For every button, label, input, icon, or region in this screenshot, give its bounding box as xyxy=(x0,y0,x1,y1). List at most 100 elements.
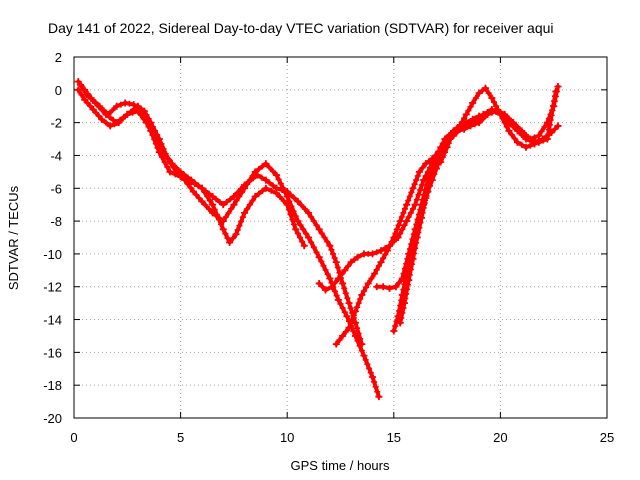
plus-marker xyxy=(106,114,113,121)
plus-marker xyxy=(546,126,553,133)
plus-marker xyxy=(437,150,444,157)
plus-marker xyxy=(333,292,340,299)
plus-marker xyxy=(140,115,147,122)
plus-marker xyxy=(164,163,171,170)
plus-marker xyxy=(396,279,403,286)
plus-marker xyxy=(368,275,375,282)
series-track-6 xyxy=(373,84,547,292)
plus-marker xyxy=(415,191,422,198)
plus-marker xyxy=(181,171,188,178)
plus-marker xyxy=(215,216,222,223)
plus-marker xyxy=(403,290,410,297)
plus-marker xyxy=(296,234,303,241)
plus-marker xyxy=(249,197,256,204)
plus-marker xyxy=(298,202,305,209)
plus-marker xyxy=(341,309,348,316)
plus-marker xyxy=(173,164,180,171)
plus-marker xyxy=(485,90,492,97)
plus-marker xyxy=(511,135,518,142)
plus-marker xyxy=(429,169,436,176)
plus-marker xyxy=(405,197,412,204)
plus-marker xyxy=(420,204,427,211)
plus-marker xyxy=(313,222,320,229)
plus-marker xyxy=(408,261,415,268)
plus-marker xyxy=(545,115,552,122)
data-point xyxy=(375,393,383,401)
plus-marker xyxy=(538,128,545,135)
plus-marker xyxy=(407,209,414,216)
plus-marker xyxy=(328,246,335,253)
plus-marker xyxy=(350,312,357,319)
plus-marker xyxy=(154,140,161,147)
plus-marker xyxy=(297,222,304,229)
plus-marker xyxy=(545,131,552,138)
plus-marker xyxy=(471,121,478,128)
plus-marker xyxy=(424,189,431,196)
plus-marker xyxy=(229,235,236,242)
series-segment xyxy=(161,150,175,166)
plus-marker xyxy=(401,222,408,229)
plus-marker xyxy=(147,127,154,134)
series-segment xyxy=(182,178,196,194)
plus-marker xyxy=(501,119,508,126)
plus-marker xyxy=(553,88,560,95)
plus-marker xyxy=(234,226,241,233)
series-segment xyxy=(359,281,371,297)
plus-marker xyxy=(398,314,405,321)
plus-marker xyxy=(320,262,327,269)
plus-marker xyxy=(419,209,426,216)
plus-marker xyxy=(330,250,337,257)
plus-marker xyxy=(552,93,559,100)
plus-marker xyxy=(382,251,389,258)
plus-marker xyxy=(334,264,341,271)
plus-marker xyxy=(223,198,230,205)
series-segment xyxy=(221,227,232,245)
plus-marker xyxy=(480,115,487,122)
plus-marker xyxy=(400,305,407,312)
plus-marker xyxy=(246,177,253,184)
y-tick-label: -4 xyxy=(50,148,62,163)
plus-marker xyxy=(111,121,118,128)
plus-marker xyxy=(347,305,354,312)
plus-marker xyxy=(408,189,415,196)
series-segment xyxy=(103,112,119,125)
plus-marker xyxy=(236,222,243,229)
plus-marker xyxy=(407,266,414,273)
plus-marker xyxy=(363,284,370,291)
plus-marker xyxy=(143,111,150,118)
series-segment xyxy=(199,199,215,215)
y-tick-label: -2 xyxy=(50,116,62,131)
plus-marker xyxy=(460,122,467,129)
plus-marker xyxy=(354,325,361,332)
plus-marker xyxy=(433,160,440,167)
chart-title: Day 141 of 2022, Sidereal Day-to-day VTE… xyxy=(48,20,554,36)
x-tick-label: 15 xyxy=(387,430,401,445)
plus-marker xyxy=(302,230,309,237)
plus-marker xyxy=(399,226,406,233)
plus-marker xyxy=(277,180,284,187)
series-segment xyxy=(135,109,149,125)
series-segment xyxy=(253,161,268,174)
series-segment xyxy=(295,199,311,215)
plus-marker xyxy=(339,305,346,312)
plus-marker xyxy=(447,136,454,143)
plus-marker xyxy=(259,188,266,195)
data-point xyxy=(300,242,308,250)
plus-marker xyxy=(285,206,292,213)
plus-marker xyxy=(206,197,213,204)
plus-marker xyxy=(308,213,315,220)
plus-marker xyxy=(503,123,510,130)
plus-marker xyxy=(522,132,529,139)
series-segment xyxy=(178,169,194,183)
plus-marker xyxy=(395,222,402,229)
plus-marker xyxy=(357,296,364,303)
plus-marker xyxy=(399,309,406,316)
plus-marker xyxy=(349,316,356,323)
plus-marker xyxy=(356,342,363,349)
plus-marker xyxy=(280,197,287,204)
plus-marker xyxy=(465,107,472,114)
y-tick-label: 0 xyxy=(55,83,62,98)
plus-marker xyxy=(195,182,202,189)
plus-marker xyxy=(405,213,412,220)
plus-marker xyxy=(508,131,515,138)
